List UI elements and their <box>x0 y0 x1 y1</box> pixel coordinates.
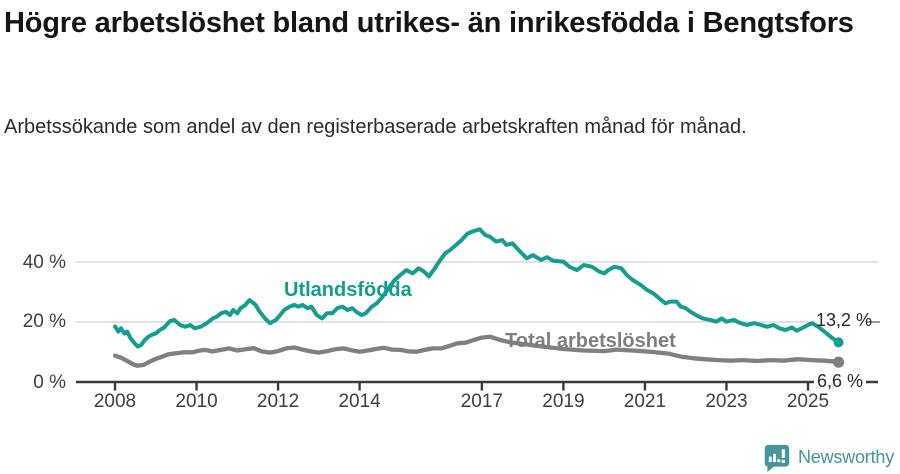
x-tick-label-2023: 2023 <box>705 391 748 412</box>
utlandsfodda-end-dot <box>833 337 844 348</box>
chart-subtitle: Arbetssökande som andel av den registerb… <box>4 116 747 138</box>
x-tick-label-2008: 2008 <box>93 391 137 412</box>
x-tick-label-2017: 2017 <box>460 391 504 412</box>
y-tick-label-0: 0 % <box>33 372 66 393</box>
newsworthy-logo-icon <box>764 444 790 472</box>
total-line <box>112 334 841 368</box>
branding-footer: Newsworthy <box>762 443 894 472</box>
x-tick-label-2010: 2010 <box>175 391 218 412</box>
x-tick-label-2014: 2014 <box>338 391 381 412</box>
y-tick-label-40: 40 % <box>22 252 66 273</box>
x-tick-label-2012: 2012 <box>256 391 300 412</box>
x-tick-label-2025: 2025 <box>786 391 830 412</box>
x-tick-label-2019: 2019 <box>542 391 585 412</box>
end-value-label-total: 6,6 % <box>814 371 867 392</box>
series-label-total: Total arbetslöshet <box>505 330 676 352</box>
total-end-dot <box>832 356 845 368</box>
series-label-utlandsfodda: Utlandsfödda <box>284 279 412 301</box>
utlandsfodda-line <box>113 227 841 349</box>
newsworthy-logo-text: Newsworthy <box>797 447 894 467</box>
end-value-label-utlandsfodda: 13,2 % <box>816 310 873 330</box>
page-title: Högre arbetslöshet bland utrikes- än inr… <box>4 7 854 39</box>
y-tick-label-20: 20 % <box>22 311 66 332</box>
x-tick-label-2021: 2021 <box>623 391 667 412</box>
